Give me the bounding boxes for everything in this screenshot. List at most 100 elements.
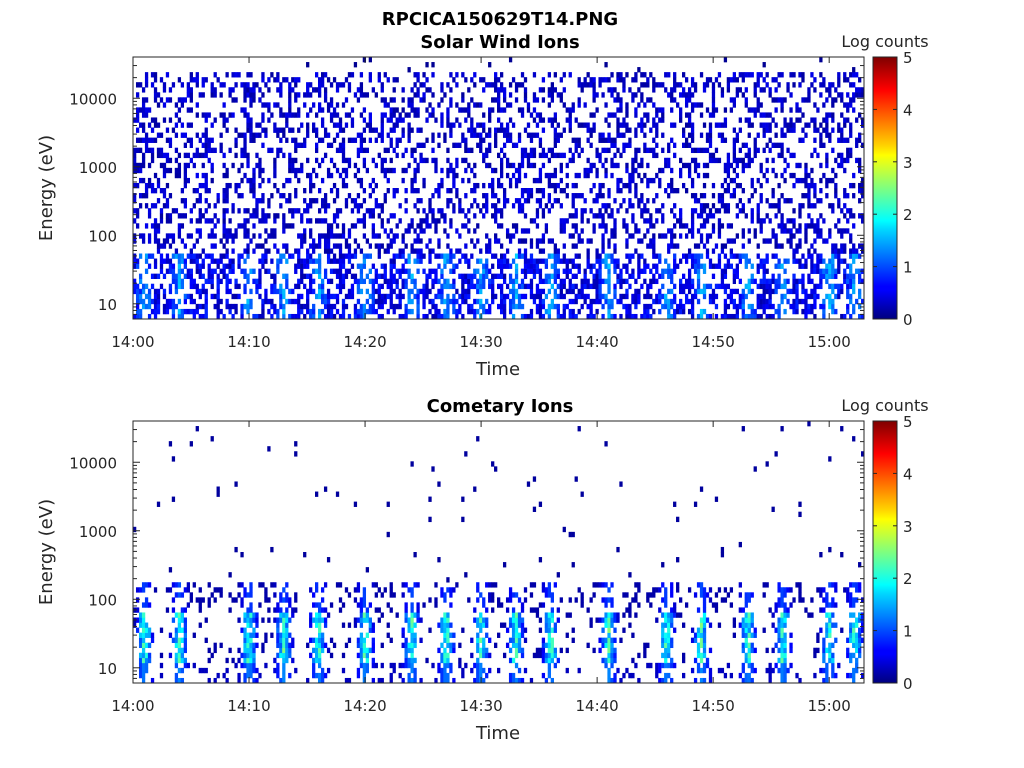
heatmap-cell bbox=[422, 283, 426, 290]
heatmap-cell bbox=[679, 208, 683, 214]
heatmap-cell bbox=[514, 87, 519, 93]
heatmap-cell bbox=[690, 177, 695, 184]
heatmap-cell bbox=[514, 253, 519, 259]
heatmap-cell bbox=[374, 137, 378, 143]
heatmap-cell bbox=[607, 298, 611, 305]
heatmap-cell bbox=[783, 167, 787, 174]
heatmap-cell bbox=[138, 642, 143, 649]
heatmap-cell bbox=[801, 263, 805, 269]
heatmap-cell bbox=[213, 87, 217, 93]
heatmap-cell bbox=[598, 263, 602, 269]
heatmap-cell bbox=[640, 198, 644, 204]
heatmap-cell bbox=[246, 642, 250, 649]
heatmap-cell bbox=[338, 127, 343, 133]
heatmap-cell bbox=[858, 112, 862, 118]
heatmap-cell bbox=[849, 263, 853, 269]
heatmap-cell bbox=[297, 278, 301, 285]
heatmap-cell bbox=[679, 172, 683, 179]
heatmap-cell bbox=[398, 288, 402, 295]
heatmap-cell bbox=[565, 193, 569, 199]
heatmap-cell bbox=[222, 268, 226, 274]
heatmap-cell bbox=[610, 142, 614, 148]
heatmap-cell bbox=[753, 92, 757, 98]
heatmap-cell bbox=[580, 238, 584, 244]
heatmap-cell bbox=[702, 87, 707, 93]
heatmap-cell bbox=[210, 293, 214, 300]
heatmap-cell bbox=[738, 117, 742, 123]
heatmap-cell bbox=[243, 637, 247, 643]
heatmap-cell bbox=[141, 97, 146, 103]
heatmap-cell bbox=[544, 278, 549, 285]
heatmap-cell bbox=[494, 293, 498, 300]
heatmap-cell bbox=[240, 223, 244, 229]
heatmap-cell bbox=[622, 293, 626, 300]
heatmap-cell bbox=[670, 97, 674, 103]
heatmap-cell bbox=[189, 278, 193, 285]
heatmap-cell bbox=[852, 248, 856, 254]
heatmap-cell bbox=[780, 152, 784, 159]
heatmap-cell bbox=[517, 167, 522, 174]
heatmap-cell bbox=[547, 172, 552, 179]
heatmap-cell bbox=[837, 122, 841, 128]
heatmap-cell bbox=[789, 243, 793, 249]
heatmap-cell bbox=[401, 107, 405, 113]
heatmap-cell bbox=[473, 72, 477, 78]
heatmap-cell bbox=[177, 172, 182, 179]
heatmap-cell bbox=[628, 142, 632, 148]
heatmap-cell bbox=[440, 293, 444, 300]
heatmap-cell bbox=[234, 142, 238, 148]
heatmap-cell bbox=[687, 97, 692, 103]
heatmap-cell bbox=[300, 218, 304, 224]
heatmap-cell bbox=[673, 268, 677, 274]
heatmap-cell bbox=[589, 132, 593, 138]
heatmap-cell bbox=[249, 652, 253, 659]
heatmap-cell bbox=[150, 127, 155, 133]
heatmap-cell bbox=[580, 228, 584, 234]
heatmap-cell bbox=[747, 283, 751, 290]
heatmap-cell bbox=[374, 243, 378, 249]
heatmap-cell bbox=[210, 253, 214, 259]
heatmap-cell bbox=[765, 288, 769, 295]
heatmap-cell bbox=[699, 288, 704, 295]
heatmap-cell bbox=[144, 97, 149, 103]
heatmap-cell bbox=[422, 313, 426, 320]
heatmap-cell bbox=[497, 117, 501, 123]
heatmap-cell bbox=[162, 203, 167, 209]
heatmap-cell bbox=[804, 172, 808, 179]
heatmap-cell bbox=[574, 243, 578, 249]
heatmap-cell bbox=[222, 243, 226, 249]
heatmap-cell bbox=[649, 127, 653, 133]
heatmap-cell bbox=[368, 308, 372, 315]
heatmap-cell bbox=[634, 132, 638, 138]
heatmap-cell bbox=[631, 253, 635, 259]
heatmap-cell bbox=[473, 127, 477, 133]
heatmap-cell bbox=[771, 142, 775, 148]
heatmap-cell bbox=[667, 248, 671, 254]
heatmap-cell bbox=[807, 303, 811, 310]
heatmap-cell bbox=[607, 268, 611, 274]
heatmap-cell bbox=[234, 228, 238, 234]
heatmap-cell bbox=[550, 298, 554, 305]
heatmap-cell bbox=[684, 298, 689, 305]
heatmap-cell bbox=[631, 162, 635, 169]
heatmap-cell bbox=[547, 102, 552, 108]
heatmap-cell bbox=[819, 233, 823, 239]
heatmap-cell bbox=[329, 82, 334, 88]
heatmap-cell bbox=[646, 117, 650, 123]
heatmap-cell bbox=[684, 293, 689, 300]
heatmap-cell bbox=[407, 102, 411, 108]
heatmap-cell bbox=[422, 268, 426, 274]
heatmap-cell bbox=[371, 278, 375, 285]
heatmap-cell bbox=[156, 273, 161, 279]
heatmap-cell bbox=[849, 313, 853, 320]
heatmap-cell bbox=[335, 147, 340, 154]
heatmap-cell bbox=[180, 647, 185, 654]
heatmap-cell bbox=[837, 268, 841, 274]
heatmap-cell bbox=[559, 313, 563, 320]
heatmap-cell bbox=[416, 253, 420, 259]
heatmap-cell bbox=[246, 612, 250, 618]
heatmap-cell bbox=[670, 303, 674, 310]
heatmap-cell bbox=[428, 87, 432, 93]
heatmap-cell bbox=[750, 122, 754, 128]
heatmap-cell bbox=[511, 258, 516, 264]
